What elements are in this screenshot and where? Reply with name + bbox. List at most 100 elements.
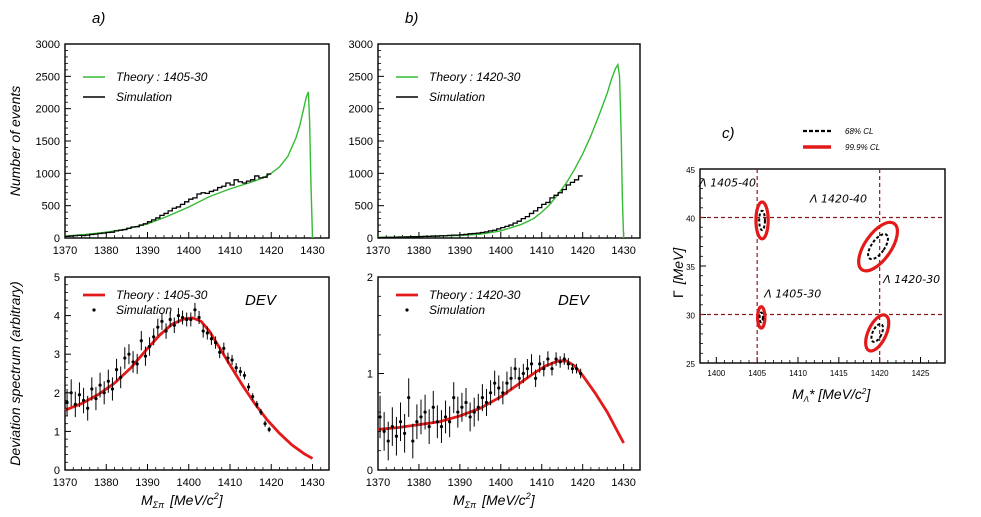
theory-curve	[377, 359, 625, 444]
x-tick-label: 1400	[489, 245, 513, 257]
x-axis-label: MΣπ [MeV/c2]	[141, 491, 224, 510]
data-point	[538, 362, 542, 366]
data-point	[197, 315, 201, 320]
data-point	[529, 362, 534, 366]
y-tick-label: 2	[54, 388, 60, 400]
y-tick-label: 0	[367, 465, 373, 477]
theory-curve	[377, 62, 625, 239]
data-point	[255, 402, 259, 406]
x-axis-label-sup: 2	[213, 491, 219, 501]
data-point	[570, 367, 575, 371]
data-point	[497, 386, 501, 390]
x-tick-label: 1410	[218, 477, 242, 489]
x-tick-label: 1405	[748, 369, 766, 378]
x-axis-label-end: ]	[529, 492, 536, 508]
x-tick-label: 1410	[530, 245, 554, 257]
x-axis-label-units: [MeV/c	[481, 492, 526, 508]
panel-b-bottom: 1370 1380 1390 1400 1410 1420 1430 0 1 2 Theory : …	[366, 272, 641, 510]
y-axis-label: Number of events	[7, 86, 23, 197]
data-point	[164, 329, 168, 333]
x-tick-label: 1380	[407, 477, 431, 489]
data-point	[525, 367, 530, 371]
data-point	[267, 427, 271, 432]
x-axis-label-m: M	[141, 492, 153, 508]
data-point	[566, 362, 570, 366]
contour-68-cl	[870, 322, 884, 343]
y-tick-label: 0	[54, 233, 60, 245]
y-tick-label: 3	[54, 349, 60, 361]
data-point	[501, 391, 505, 395]
y-tick-label: 30	[686, 312, 695, 321]
x-tick-label: 1380	[407, 245, 431, 257]
data-point	[558, 360, 562, 364]
x-axis-label: MΛ* [MeV/c2]	[792, 386, 871, 404]
y-tick-label: 35	[686, 263, 695, 272]
data-point	[546, 357, 550, 361]
contour-68-cl	[758, 311, 764, 324]
data-point	[246, 385, 251, 389]
data-point	[230, 358, 234, 362]
x-axis-label-units: * [MeV/c	[809, 386, 862, 402]
data-point	[201, 329, 205, 333]
x-axis-label-end: ]	[217, 492, 224, 508]
contour-label: Λ 1420-30	[882, 273, 940, 286]
data-point	[176, 314, 181, 318]
data-point	[263, 422, 267, 426]
panel-b-top: 1370 1380 1390 1400 1410 1420 1430 0 500 1000 1500…	[349, 10, 641, 257]
data-point	[65, 400, 69, 405]
data-point	[180, 315, 185, 320]
data-point	[472, 410, 476, 414]
x-tick-label: 1390	[448, 477, 472, 489]
data-point	[484, 400, 489, 405]
data-point	[205, 331, 209, 335]
x-tick-label: 1410	[789, 369, 807, 378]
data-point	[106, 379, 110, 383]
y-tick-label: 2000	[349, 104, 373, 116]
x-axis-label-m: M	[792, 386, 804, 402]
y-tick-label: 3000	[349, 39, 373, 51]
data-point	[398, 420, 403, 424]
data-point	[90, 387, 94, 391]
contour-68-cl	[867, 233, 889, 261]
x-tick-label: 1425	[912, 369, 930, 378]
x-tick-label: 1430	[300, 245, 324, 257]
x-tick-label: 1430	[611, 245, 635, 257]
data-point	[517, 376, 521, 380]
x-tick-label: 1400	[489, 477, 513, 489]
x-tick-label: 1420	[570, 245, 594, 257]
y-tick-label: 2	[367, 272, 373, 284]
data-point	[110, 387, 115, 391]
data-point	[509, 376, 513, 380]
y-tick-label: 500	[42, 201, 60, 213]
y-tick-label: 4	[54, 311, 60, 323]
data-point	[222, 346, 226, 351]
theory-curve	[64, 316, 314, 460]
data-point	[73, 402, 77, 406]
x-tick-label: 1410	[218, 245, 242, 257]
data-point	[488, 391, 493, 395]
data-point	[574, 367, 579, 371]
data-point	[209, 337, 214, 341]
legend-68-label: 68% CL	[845, 127, 873, 136]
y-tick-label: 0	[54, 465, 60, 477]
data-point	[468, 415, 472, 419]
y-tick-label: 2000	[36, 104, 60, 116]
dev-annotation: DEV	[245, 292, 278, 309]
legend-theory-label: Theory : 1420-30	[429, 70, 521, 84]
data-point	[386, 439, 390, 443]
legend-simulation-label: Simulation	[116, 303, 172, 317]
data-point	[550, 367, 554, 371]
data-point	[86, 406, 90, 410]
data-point	[493, 381, 497, 385]
contour-label: Λ 1405-40	[698, 176, 756, 189]
panel-label: a)	[92, 10, 105, 27]
data-point	[189, 317, 193, 322]
data-point	[505, 381, 509, 385]
x-tick-label: 1370	[53, 245, 77, 257]
y-tick-label: 45	[686, 166, 695, 175]
data-point	[81, 398, 86, 403]
data-point	[238, 369, 242, 374]
data-point	[98, 383, 102, 387]
